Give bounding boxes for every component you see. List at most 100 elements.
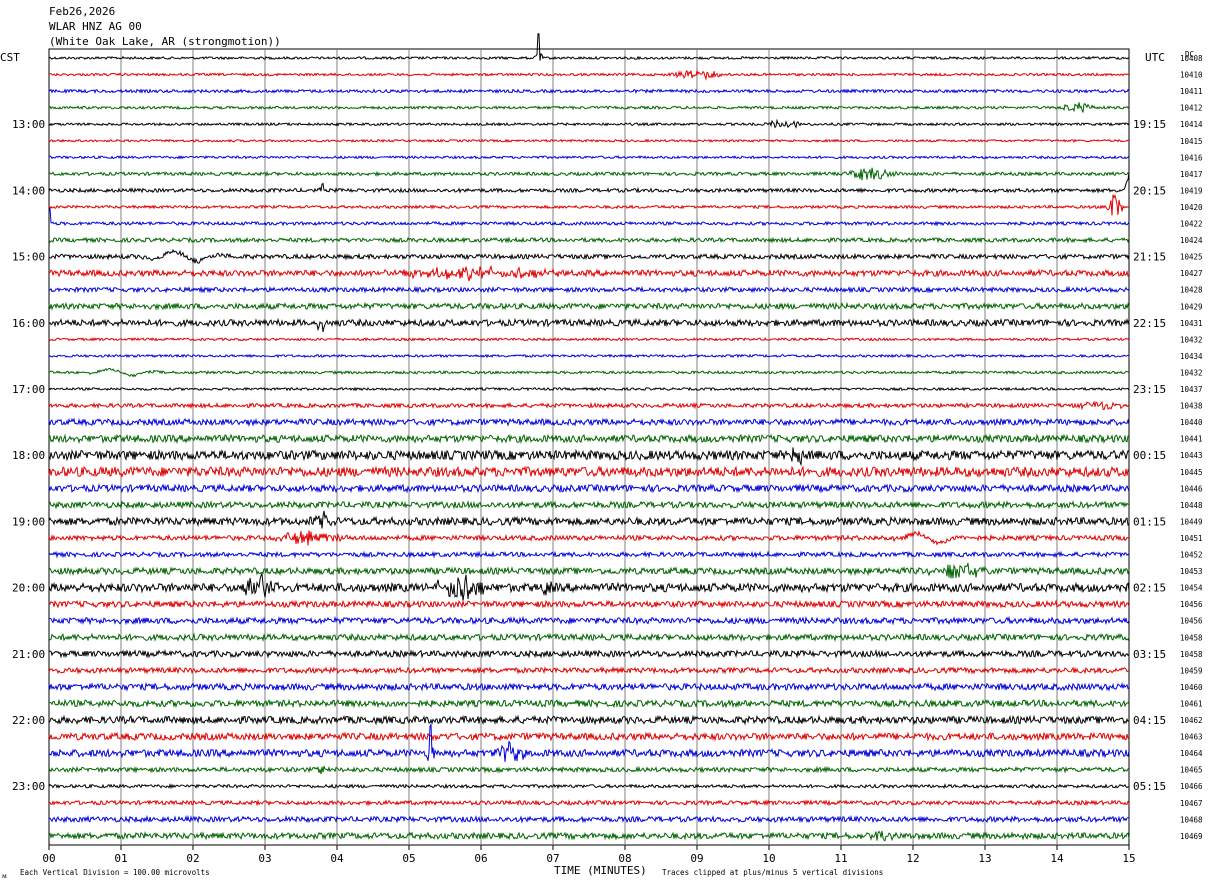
trace-22 (48, 417, 1130, 427)
dc-offset-label: 10437 (1180, 385, 1203, 394)
utc-hour-label: 01:15 (1133, 515, 1166, 528)
x-tick-01: 01 (114, 852, 127, 865)
x-tick-07: 07 (546, 852, 559, 865)
utc-hour-label: 23:15 (1133, 383, 1166, 396)
cst-hour-label: 16:00 (12, 317, 45, 330)
dc-offset-label: 10422 (1180, 220, 1203, 229)
trace-17 (48, 336, 1130, 342)
utc-hour-labels: 19:15 20:15 21:15 22:15 23:15 00:15 01:15 02:15… (1133, 118, 1166, 793)
dc-offset-label: 10460 (1180, 683, 1203, 692)
utc-hour-label: 04:15 (1133, 714, 1166, 727)
dc-offset-label: 10440 (1180, 418, 1203, 427)
utc-hour-label: 19:15 (1133, 118, 1166, 131)
trace-6 (48, 154, 1130, 160)
x-tick-13: 13 (978, 852, 991, 865)
cst-hour-label: 17:00 (12, 383, 45, 396)
dc-offset-label: 10467 (1180, 799, 1203, 808)
cst-hour-label: 13:00 (12, 118, 45, 131)
trace-47 (48, 830, 1130, 842)
trace-28 (48, 510, 1130, 529)
cst-hour-label: 14:00 (12, 184, 45, 197)
x-tick-15: 15 (1122, 852, 1135, 865)
utc-hour-label: 02:15 (1133, 582, 1166, 595)
trace-19 (48, 367, 1130, 378)
trace-12 (48, 248, 1130, 264)
trace-20 (48, 386, 1130, 392)
trace-42 (48, 724, 1130, 762)
dc-offset-label: 10445 (1180, 468, 1203, 477)
dc-offset-label: 10427 (1180, 269, 1203, 278)
trace-45 (48, 799, 1130, 807)
x-tick-08: 08 (618, 852, 631, 865)
trace-31 (48, 562, 1130, 579)
trace-13 (48, 264, 1130, 282)
dc-offset-label: 10434 (1180, 352, 1203, 361)
trace-41 (48, 731, 1130, 742)
dc-offset-label: 10465 (1180, 766, 1203, 775)
x-tick-11: 11 (834, 852, 847, 865)
utc-hour-label: 00:15 (1133, 449, 1166, 462)
dc-offset-label: 10429 (1180, 302, 1203, 311)
trace-14 (48, 285, 1130, 294)
cst-hour-label: 22:00 (12, 714, 45, 727)
utc-hour-label: 22:15 (1133, 317, 1166, 330)
dc-offset-label: 10432 (1180, 368, 1203, 377)
dc-offset-label: 10410 (1180, 71, 1203, 80)
corner-mark: ᴍ (2, 871, 7, 880)
station-location: (White Oak Lake, AR (strongmotion)) (49, 35, 281, 48)
dc-offset-label: 10453 (1180, 567, 1203, 576)
x-tick-05: 05 (402, 852, 415, 865)
dc-offset-label: 10414 (1180, 120, 1203, 129)
dc-offset-label: 10438 (1180, 402, 1203, 411)
x-tick-02: 02 (186, 852, 199, 865)
cst-hour-label: 15:00 (12, 251, 45, 264)
trace-44 (48, 783, 1130, 790)
utc-hour-label: 05:15 (1133, 780, 1166, 793)
x-tick-12: 12 (906, 852, 919, 865)
dc-offset-label: 10456 (1180, 617, 1203, 626)
trace-33 (48, 599, 1130, 610)
x-tick-06: 06 (474, 852, 487, 865)
trace-7 (48, 167, 1130, 181)
dc-offset-label: 10419 (1180, 186, 1203, 195)
dc-offset-label: 10441 (1180, 435, 1203, 444)
utc-hour-label: 20:15 (1133, 184, 1166, 197)
dc-offset-label: 10443 (1180, 451, 1203, 460)
dc-offset-label: 10459 (1180, 666, 1203, 675)
cst-hour-label: 23:00 (12, 780, 45, 793)
dc-offset-label: 10448 (1180, 501, 1203, 510)
dc-column-label: DC (1185, 50, 1194, 59)
dc-offset-label: 10416 (1180, 153, 1203, 162)
x-tick-10: 10 (762, 852, 775, 865)
dc-offset-label: 10461 (1180, 699, 1203, 708)
dc-offset-label: 10412 (1180, 104, 1203, 113)
x-axis-ticks: 00 01 02 03 04 05 06 07 08 09 10 11 12 13 14 15 (42, 845, 1136, 865)
dc-offset-label: 10462 (1180, 716, 1203, 725)
trace-37 (48, 665, 1130, 675)
plot-date: Feb26,2026 (49, 5, 116, 18)
trace-2 (48, 88, 1130, 95)
x-tick-03: 03 (258, 852, 271, 865)
dc-offset-label: 10469 (1180, 832, 1203, 841)
dc-offset-label: 10451 (1180, 534, 1203, 543)
dc-offset-label: 10417 (1180, 170, 1203, 179)
dc-offset-label: 10468 (1180, 815, 1203, 824)
trace-0 (48, 33, 1130, 61)
trace-4 (48, 118, 1130, 129)
x-tick-09: 09 (690, 852, 703, 865)
trace-10 (48, 208, 1130, 227)
trace-16 (48, 317, 1130, 333)
dc-offset-label: 10458 (1180, 633, 1203, 642)
trace-26 (48, 483, 1130, 494)
trace-21 (48, 400, 1130, 411)
trace-30 (48, 550, 1130, 559)
dc-offset-label: 10415 (1180, 137, 1203, 146)
utc-hour-label: 21:15 (1133, 251, 1166, 264)
dc-offset-labels: 10408 10410 10411 10412 10414 10415 10416 10417… (1180, 54, 1203, 841)
trace-1 (48, 69, 1130, 81)
dc-offset-label: 10432 (1180, 335, 1203, 344)
utc-axis-label: UTC (1145, 51, 1165, 64)
x-tick-14: 14 (1050, 852, 1064, 865)
trace-35 (48, 632, 1130, 643)
x-tick-00: 00 (42, 852, 55, 865)
